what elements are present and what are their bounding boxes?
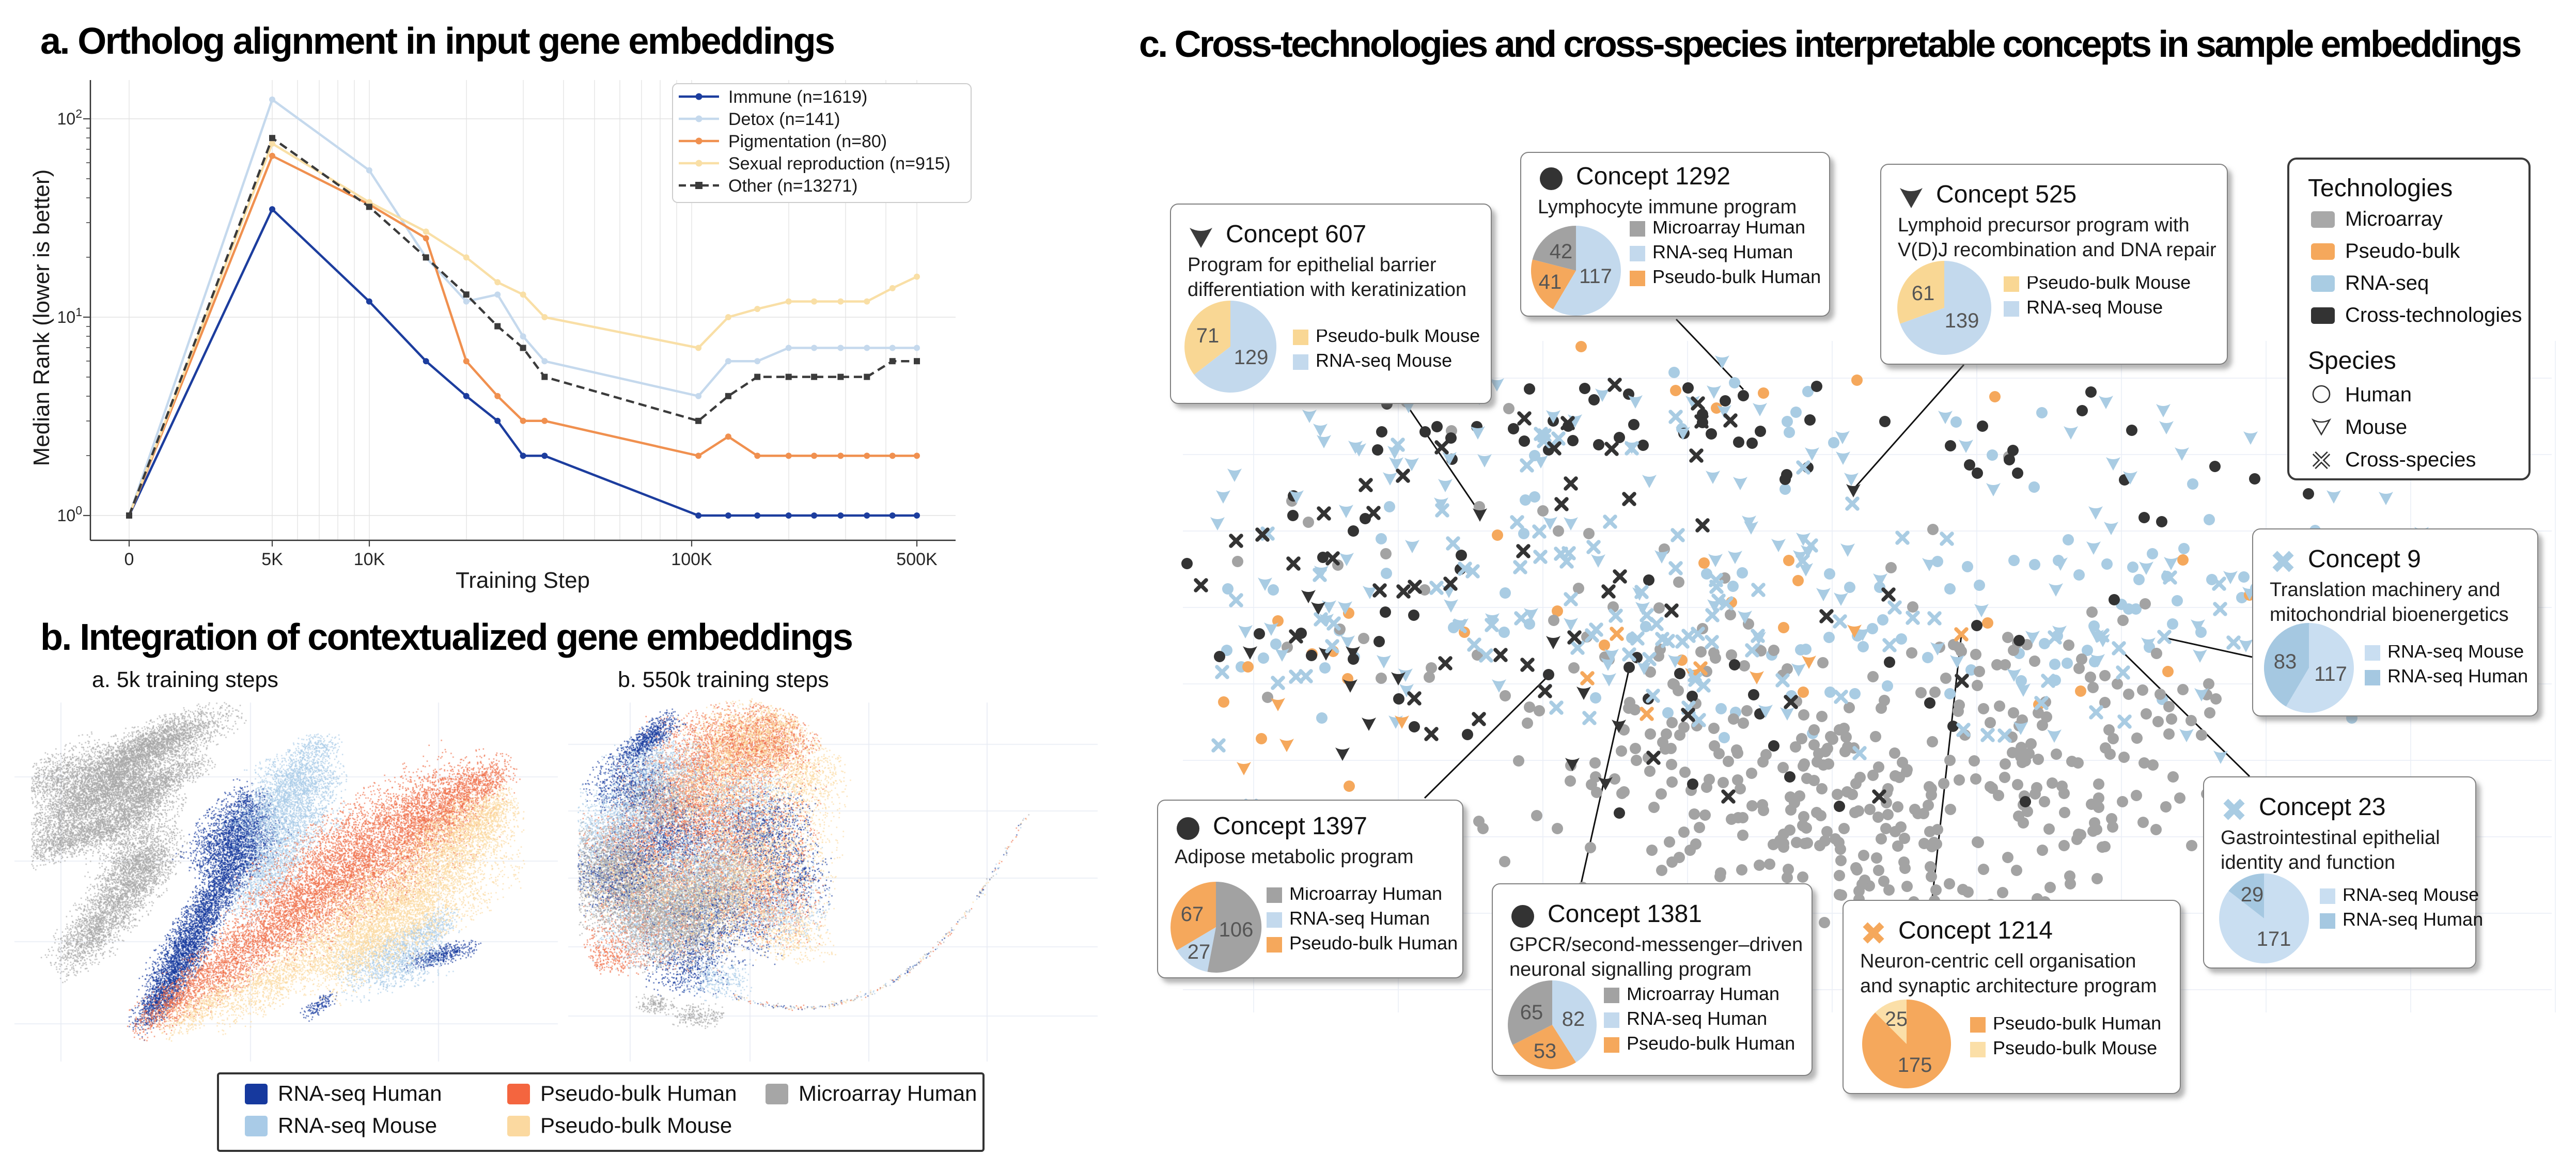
svg-text:5K: 5K (261, 550, 283, 569)
svg-text:RNA-seq Human: RNA-seq Human (2343, 909, 2483, 930)
svg-text:Pseudo-bulk: Pseudo-bulk (2345, 240, 2460, 262)
svg-text:RNA-seq Mouse: RNA-seq Mouse (2343, 888, 2479, 905)
svg-text:117: 117 (1579, 265, 1612, 288)
svg-text:53: 53 (1534, 1040, 1557, 1063)
svg-text:RNA-seq Human: RNA-seq Human (1652, 241, 1793, 262)
svg-text:117: 117 (2314, 663, 2347, 685)
svg-text:175: 175 (1898, 1054, 1932, 1076)
svg-text:139: 139 (1945, 309, 1979, 332)
svg-text:Microarray Human: Microarray Human (799, 1081, 977, 1105)
svg-text:Other (n=13271): Other (n=13271) (728, 176, 857, 196)
svg-text:Pseudo-bulk Mouse: Pseudo-bulk Mouse (2026, 276, 2191, 293)
svg-text:500K: 500K (896, 550, 938, 569)
svg-text:Training Step: Training Step (456, 568, 590, 593)
svg-text:Mouse: Mouse (2345, 416, 2407, 439)
svg-text:Microarray Human: Microarray Human (1652, 221, 1805, 238)
svg-text:0: 0 (124, 550, 134, 569)
svg-text:Microarray: Microarray (2345, 209, 2443, 230)
svg-text:100K: 100K (671, 550, 712, 569)
svg-text:67: 67 (1181, 903, 1204, 926)
svg-text:Pseudo-bulk Human: Pseudo-bulk Human (1993, 1017, 2161, 1034)
svg-text:41: 41 (1539, 271, 1562, 293)
svg-text:RNA-seq Mouse: RNA-seq Mouse (1316, 350, 1452, 371)
svg-text:Pigmentation (n=80): Pigmentation (n=80) (728, 132, 887, 151)
svg-text:Pseudo-bulk Human: Pseudo-bulk Human (1652, 266, 1821, 287)
svg-text:RNA-seq Mouse: RNA-seq Mouse (2387, 645, 2524, 662)
svg-text:65: 65 (1520, 1001, 1543, 1024)
svg-text:10K: 10K (354, 550, 385, 569)
svg-text:106: 106 (1219, 918, 1254, 941)
svg-text:42: 42 (1550, 240, 1573, 263)
svg-text:Pseudo-bulk Mouse: Pseudo-bulk Mouse (1993, 1037, 2157, 1058)
svg-text:27: 27 (1188, 941, 1211, 963)
svg-text:Pseudo-bulk Mouse: Pseudo-bulk Mouse (540, 1113, 732, 1137)
svg-text:Sexual reproduction (n=915): Sexual reproduction (n=915) (728, 154, 950, 174)
svg-text:Median Rank (lower is better): Median Rank (lower is better) (29, 169, 54, 466)
svg-text:171: 171 (2257, 928, 2291, 950)
svg-text:RNA-seq: RNA-seq (2345, 272, 2429, 294)
svg-text:RNA-seq Mouse: RNA-seq Mouse (2026, 296, 2163, 318)
svg-text:Immune (n=1619): Immune (n=1619) (728, 87, 867, 107)
svg-text:Pseudo-bulk Mouse: Pseudo-bulk Mouse (1316, 330, 1480, 346)
svg-text:RNA-seq Mouse: RNA-seq Mouse (278, 1113, 437, 1137)
svg-text:Cross-species: Cross-species (2345, 448, 2476, 471)
svg-text:29: 29 (2241, 883, 2264, 906)
svg-text:83: 83 (2274, 650, 2297, 673)
svg-text:Pseudo-bulk Human: Pseudo-bulk Human (1627, 1033, 1795, 1054)
svg-text:RNA-seq Human: RNA-seq Human (1627, 1008, 1767, 1029)
svg-text:Pseudo-bulk Human: Pseudo-bulk Human (540, 1081, 737, 1105)
svg-text:RNA-seq Human: RNA-seq Human (1289, 908, 1430, 929)
svg-text:Detox (n=141): Detox (n=141) (728, 110, 840, 129)
svg-text:71: 71 (1196, 324, 1220, 347)
svg-text:Microarray Human: Microarray Human (1627, 988, 1779, 1004)
svg-text:RNA-seq Human: RNA-seq Human (278, 1081, 442, 1105)
svg-text:Human: Human (2345, 383, 2412, 406)
svg-text:129: 129 (1234, 346, 1269, 369)
svg-text:Cross-technologies: Cross-technologies (2345, 304, 2522, 326)
svg-text:RNA-seq Human: RNA-seq Human (2387, 665, 2528, 686)
svg-text:Pseudo-bulk Human: Pseudo-bulk Human (1289, 932, 1458, 954)
svg-text:Microarray Human: Microarray Human (1289, 887, 1442, 904)
svg-text:61: 61 (1912, 282, 1935, 305)
svg-text:82: 82 (1562, 1008, 1585, 1031)
